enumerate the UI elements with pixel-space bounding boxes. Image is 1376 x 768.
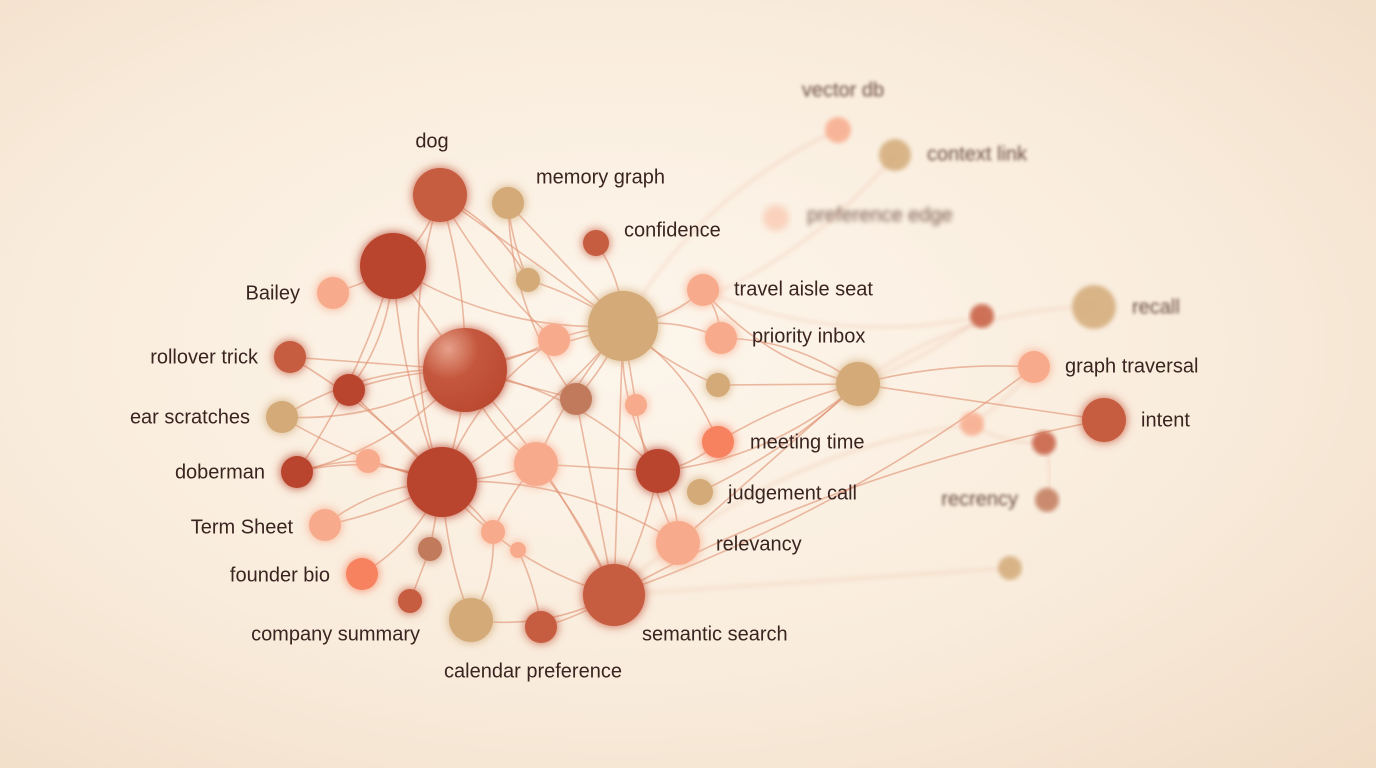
- edge: [857, 383, 1105, 421]
- edge: [857, 306, 1095, 385]
- node-label-calendar-preference: calendar preference: [444, 660, 622, 683]
- edge: [417, 194, 443, 483]
- node-n21[interactable]: [636, 449, 680, 493]
- node-label-travel-aisle-seat: travel aisle seat: [734, 278, 873, 301]
- node-n25[interactable]: [481, 520, 505, 544]
- node-n6[interactable]: [423, 328, 507, 412]
- node-n15[interactable]: [625, 394, 647, 416]
- node-preference-edge[interactable]: [763, 205, 789, 231]
- node-label-recall: recall: [1132, 296, 1180, 319]
- node-n43[interactable]: [1032, 431, 1056, 455]
- node-n42[interactable]: [960, 412, 984, 436]
- node-label-rollover-trick: rollover trick: [150, 346, 258, 369]
- node-n8[interactable]: [538, 324, 570, 356]
- node-label-vector-db: vector db: [801, 79, 885, 102]
- edge: [677, 383, 859, 544]
- node-term-sheet[interactable]: [309, 509, 341, 541]
- node-label-bailey: Bailey: [245, 282, 300, 305]
- edge: [392, 265, 624, 328]
- node-n14[interactable]: [560, 383, 592, 415]
- edge: [613, 366, 1035, 596]
- node-label-dog: dog: [415, 130, 449, 153]
- node-n7[interactable]: [588, 291, 658, 361]
- node-n34[interactable]: [836, 362, 880, 406]
- node-label-recrency: recrency: [941, 488, 1018, 511]
- node-n4[interactable]: [516, 268, 540, 292]
- edge: [657, 383, 859, 472]
- edge: [622, 129, 839, 327]
- node-vector-db[interactable]: [825, 117, 851, 143]
- node-recrency[interactable]: [1035, 488, 1059, 512]
- node-label-priority-inbox: priority inbox: [752, 325, 866, 348]
- edge: [507, 202, 577, 400]
- node-label-memory-graph: memory graph: [536, 166, 665, 189]
- node-confidence[interactable]: [583, 230, 609, 256]
- node-intent[interactable]: [1082, 398, 1126, 442]
- node-label-context-link: context link: [927, 143, 1028, 166]
- node-n30[interactable]: [398, 589, 422, 613]
- node-context-link[interactable]: [879, 139, 911, 171]
- node-ear-scratches[interactable]: [266, 401, 298, 433]
- node-label-graph-traversal: graph traversal: [1065, 355, 1199, 378]
- node-calendar-preference[interactable]: [525, 611, 557, 643]
- node-label-doberman: doberman: [174, 461, 265, 484]
- node-relevancy[interactable]: [656, 521, 700, 565]
- node-label-judgement-call: judgement call: [728, 482, 857, 505]
- node-rollover-trick[interactable]: [274, 341, 306, 373]
- node-label-relevancy: relevancy: [716, 533, 802, 556]
- node-n17[interactable]: [407, 447, 477, 517]
- node-label-company-summary: company summary: [251, 623, 420, 646]
- node-company-summary[interactable]: [449, 598, 493, 642]
- edge: [622, 154, 896, 327]
- node-n19[interactable]: [356, 449, 380, 473]
- node-n38[interactable]: [970, 304, 994, 328]
- node-n20[interactable]: [514, 442, 558, 486]
- node-judgement-call[interactable]: [687, 479, 713, 505]
- node-doberman[interactable]: [281, 456, 313, 488]
- node-n16[interactable]: [706, 373, 730, 397]
- node-dog[interactable]: [413, 168, 467, 222]
- node-founder-bio[interactable]: [346, 558, 378, 590]
- node-meeting-time[interactable]: [702, 426, 734, 458]
- node-memory-graph[interactable]: [492, 187, 524, 219]
- node-graph-traversal[interactable]: [1018, 351, 1050, 383]
- edge: [702, 289, 983, 328]
- node-label-ear-scratches: ear scratches: [129, 406, 250, 429]
- node-priority-inbox[interactable]: [705, 322, 737, 354]
- node-n27[interactable]: [418, 537, 442, 561]
- node-n26[interactable]: [510, 542, 526, 558]
- node-label-meeting-time: meeting time: [750, 431, 865, 454]
- node-semantic-search[interactable]: [583, 564, 645, 626]
- node-label-term-sheet: Term Sheet: [190, 516, 293, 539]
- edge: [613, 325, 624, 596]
- edge: [613, 567, 1011, 596]
- node-label-intent: intent: [1141, 409, 1190, 432]
- node-bailey[interactable]: [317, 277, 349, 309]
- nodes: [266, 117, 1126, 643]
- edge: [857, 365, 1035, 385]
- node-label-preference-edge: preference edge: [807, 204, 953, 227]
- edge: [702, 289, 859, 385]
- node-n45[interactable]: [998, 556, 1022, 580]
- node-label-founder-bio: founder bio: [229, 564, 330, 587]
- node-label-confidence: confidence: [624, 219, 721, 242]
- node-recall[interactable]: [1072, 285, 1116, 329]
- node-n12[interactable]: [333, 374, 365, 406]
- edge: [613, 423, 973, 596]
- node-label-semantic-search: semantic search: [642, 623, 788, 646]
- node-n1[interactable]: [360, 233, 426, 299]
- node-travel-aisle-seat[interactable]: [687, 274, 719, 306]
